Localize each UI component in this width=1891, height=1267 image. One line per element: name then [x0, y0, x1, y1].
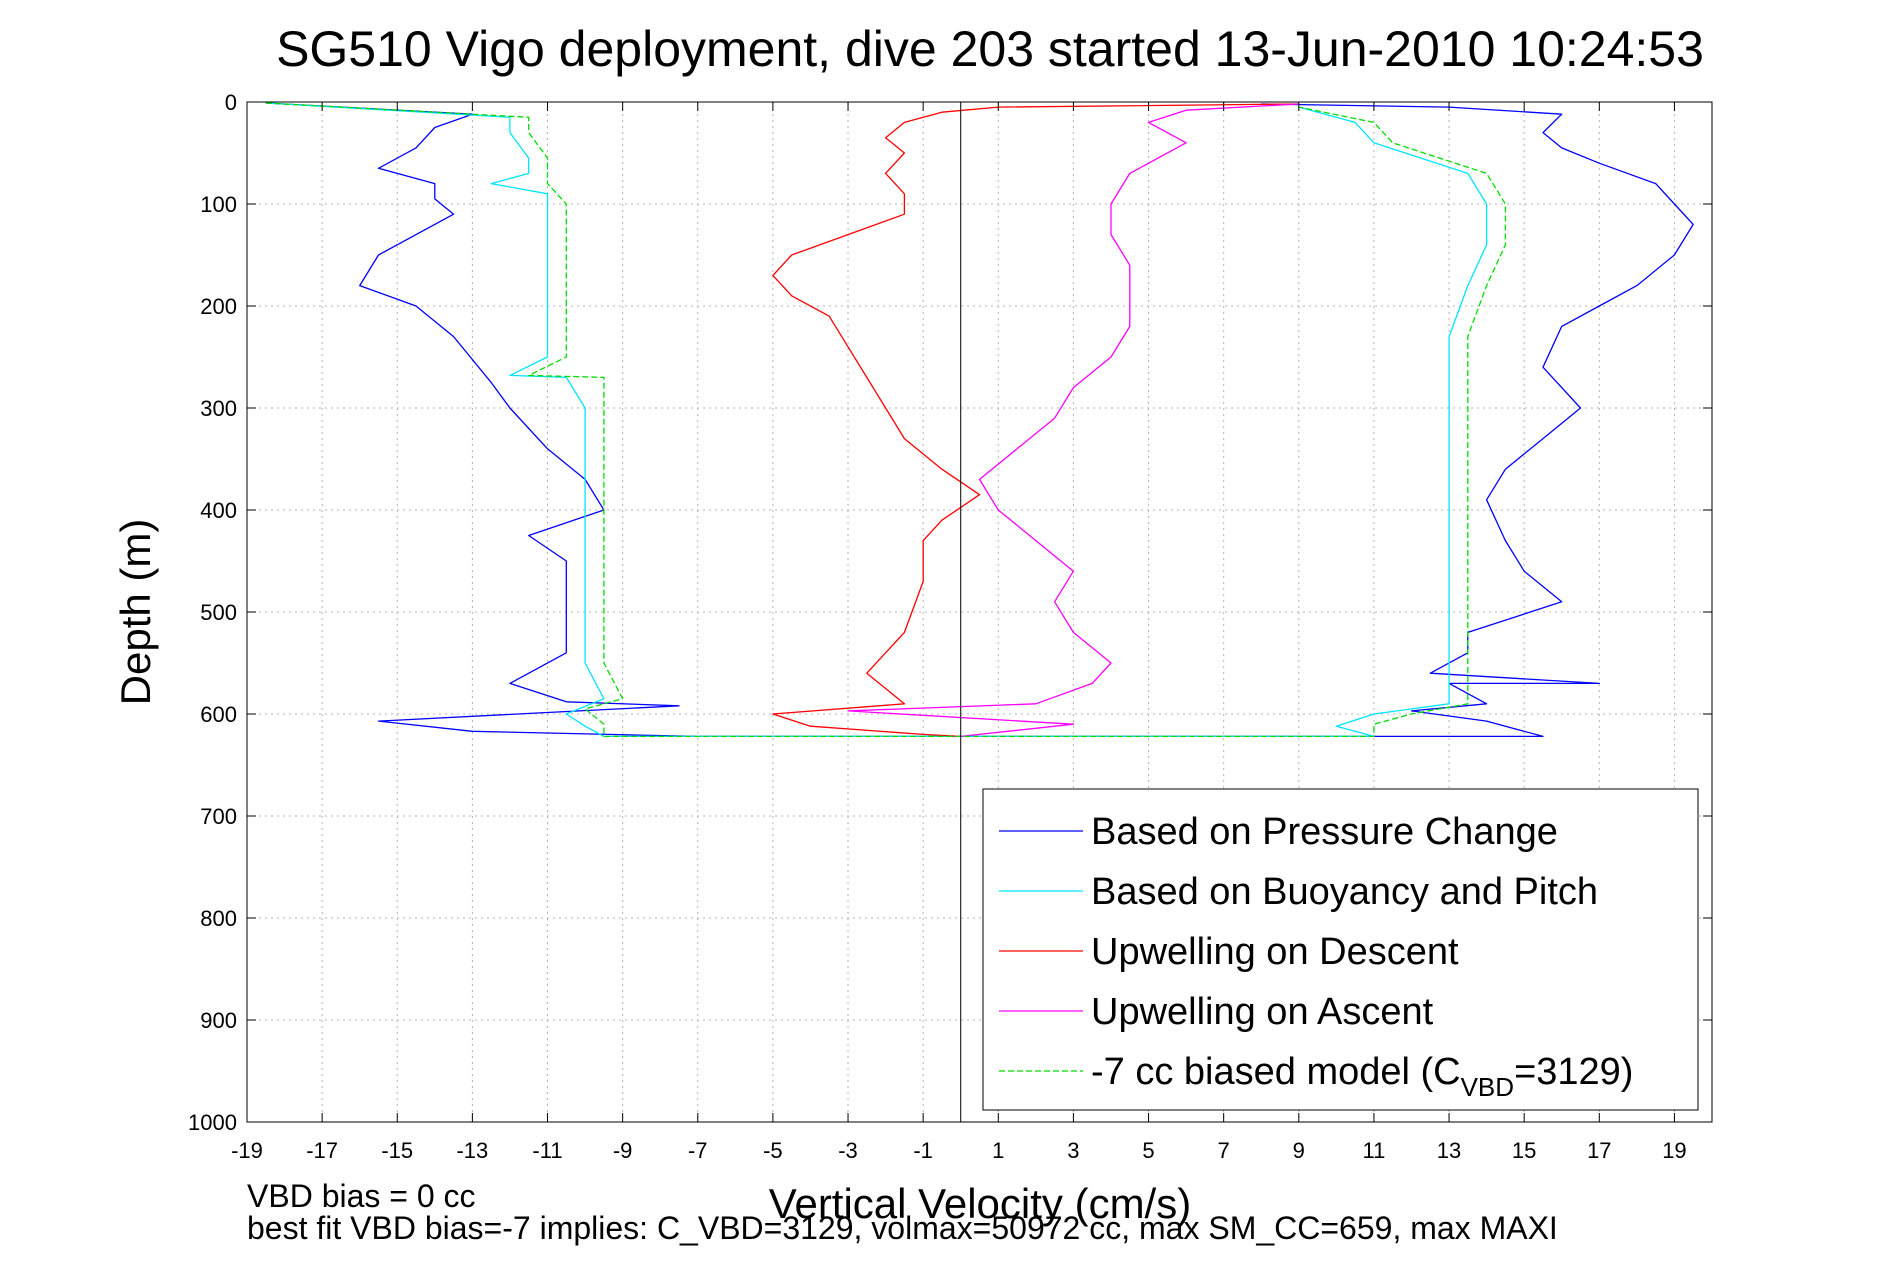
- series-line-2: [772, 103, 1299, 738]
- x-tick-label: 19: [1662, 1138, 1686, 1163]
- x-tick-label: -3: [838, 1138, 858, 1163]
- plot-series: [265, 102, 1694, 738]
- y-tick-label: 400: [200, 498, 237, 523]
- x-tick-label: 5: [1142, 1138, 1154, 1163]
- x-tick-label: 1: [992, 1138, 1004, 1163]
- axis-ticks: -19 -17 -15 -13 -11 -9 -7 -5 -3 -1 1 3 5 7 9 11 13 15 17 19…: [188, 90, 1712, 1163]
- x-tick-label: 13: [1437, 1138, 1461, 1163]
- x-tick-label: 11: [1363, 1138, 1386, 1163]
- legend-label-0: Based on Pressure Change: [1091, 811, 1558, 853]
- x-axis-label: Vertical Velocity (cm/s): [769, 1180, 1191, 1227]
- legend-label-1: Based on Buoyancy and Pitch: [1091, 871, 1598, 913]
- legend-label-2: Upwelling on Descent: [1091, 931, 1459, 973]
- y-tick-label: 200: [200, 294, 237, 319]
- y-tick-label: 900: [200, 1008, 237, 1033]
- x-tick-label: -13: [456, 1138, 488, 1163]
- y-axis-label: Depth (m): [112, 519, 159, 706]
- x-tick-label: 7: [1218, 1138, 1230, 1163]
- best-fit-note: best fit VBD bias=-7 implies: C_VBD=3129…: [247, 1210, 1558, 1246]
- y-tick-label: 1000: [188, 1110, 237, 1135]
- series-line-0: [265, 102, 1694, 738]
- y-tick-label: 100: [200, 192, 237, 217]
- x-tick-label: 15: [1512, 1138, 1536, 1163]
- x-tick-label: -15: [381, 1138, 413, 1163]
- y-tick-label: 0: [225, 90, 237, 115]
- x-tick-label: 17: [1587, 1138, 1611, 1163]
- y-tick-label: 700: [200, 804, 237, 829]
- series-line-1: [265, 102, 1488, 738]
- y-tick-label: 800: [200, 906, 237, 931]
- series-line-3: [847, 103, 1299, 738]
- x-tick-label: -1: [913, 1138, 933, 1163]
- legend-box: [982, 788, 1699, 1111]
- legend-label-3: Upwelling on Ascent: [1091, 991, 1434, 1033]
- x-tick-label: -9: [613, 1138, 633, 1163]
- y-tick-label: 300: [200, 396, 237, 421]
- x-tick-label: 9: [1293, 1138, 1305, 1163]
- legend: Based on Pressure Change Based on Buoyanc…: [982, 788, 1699, 1111]
- x-tick-label: -7: [688, 1138, 708, 1163]
- y-tick-label: 600: [200, 702, 237, 727]
- x-tick-label: -5: [763, 1138, 783, 1163]
- x-tick-label: -11: [532, 1138, 562, 1163]
- x-tick-label: -17: [306, 1138, 338, 1163]
- x-tick-label: 3: [1067, 1138, 1079, 1163]
- x-tick-label: -19: [231, 1138, 263, 1163]
- series-line-4: [265, 102, 1507, 738]
- vbd-bias-note: VBD bias = 0 cc: [247, 1178, 476, 1214]
- y-tick-label: 500: [200, 600, 237, 625]
- chart-title: SG510 Vigo deployment, dive 203 started …: [276, 21, 1704, 77]
